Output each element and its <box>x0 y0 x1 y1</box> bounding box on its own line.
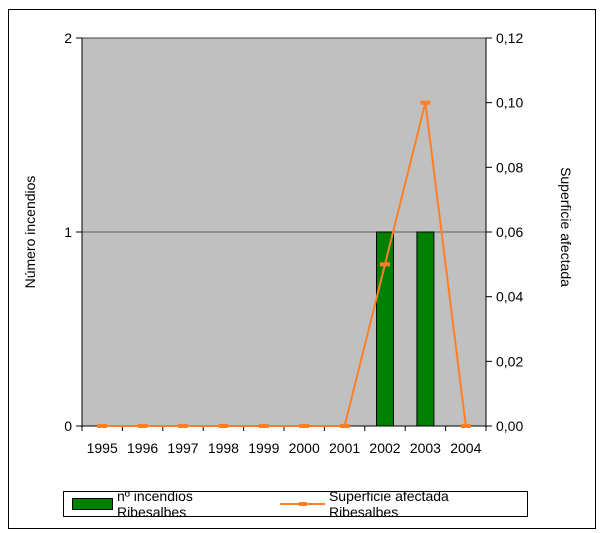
y-tick-label-right: 0,04 <box>496 289 523 305</box>
line-marker <box>137 424 148 428</box>
y-axis-title-right: Superficie afectada <box>558 167 574 287</box>
x-tick-label: 1999 <box>248 440 279 456</box>
line-marker <box>460 424 471 428</box>
line-marker <box>258 424 269 428</box>
y-tick-label-right: 0,08 <box>496 159 523 175</box>
y-tick-label-left: 2 <box>64 30 72 46</box>
x-tick-label: 2004 <box>450 440 481 456</box>
line-marker <box>178 424 188 428</box>
line-marker <box>420 100 431 105</box>
y-tick-label-right: 0,12 <box>496 30 523 46</box>
y-tick-label-left: 0 <box>64 418 72 434</box>
legend-line-swatch <box>280 499 325 509</box>
x-tick-label: 1996 <box>127 440 158 456</box>
legend-item-line: Superficie afectada Ribesalbes <box>280 488 517 520</box>
line-series <box>102 102 467 427</box>
y-tick-label-right: 0,10 <box>496 95 523 111</box>
x-tick-label: 2002 <box>369 440 400 456</box>
legend-bar-swatch <box>72 498 113 510</box>
bar <box>416 231 435 427</box>
y-tick-label-right: 0,06 <box>496 224 523 240</box>
y-tick-label-left: 1 <box>64 224 72 240</box>
x-tick-label: 2001 <box>329 440 360 456</box>
line-marker <box>97 424 108 428</box>
x-tick-label: 2000 <box>289 440 320 456</box>
y-tick-label-right: 0,02 <box>496 353 523 369</box>
y-axis-title-left: Número incendios <box>22 176 38 289</box>
chart-frame: 0 1 2 0,00 0,02 0,04 0,06 0,08 0,10 0,12 1995 1996 1… <box>8 9 596 529</box>
x-tick-label: 1995 <box>87 440 118 456</box>
legend-label-line: Superficie afectada Ribesalbes <box>328 488 449 520</box>
x-tick-label: 1998 <box>208 440 239 456</box>
legend-item-bars: nº incendios Ribesalbes <box>72 488 262 520</box>
line-marker <box>299 424 310 428</box>
legend: nº incendios Ribesalbes Superficie afect… <box>63 488 528 520</box>
line-marker <box>339 424 350 428</box>
line-marker <box>218 424 229 428</box>
chart-canvas: 0 1 2 0,00 0,02 0,04 0,06 0,08 0,10 0,12 1995 1996 1… <box>22 30 574 456</box>
y-tick-label-right: 0,00 <box>496 418 523 434</box>
x-tick-label: 2003 <box>410 440 441 456</box>
legend-label-bars: nº incendios Ribesalbes <box>116 488 193 520</box>
line-marker <box>380 262 390 267</box>
x-tick-label: 1997 <box>167 440 198 456</box>
